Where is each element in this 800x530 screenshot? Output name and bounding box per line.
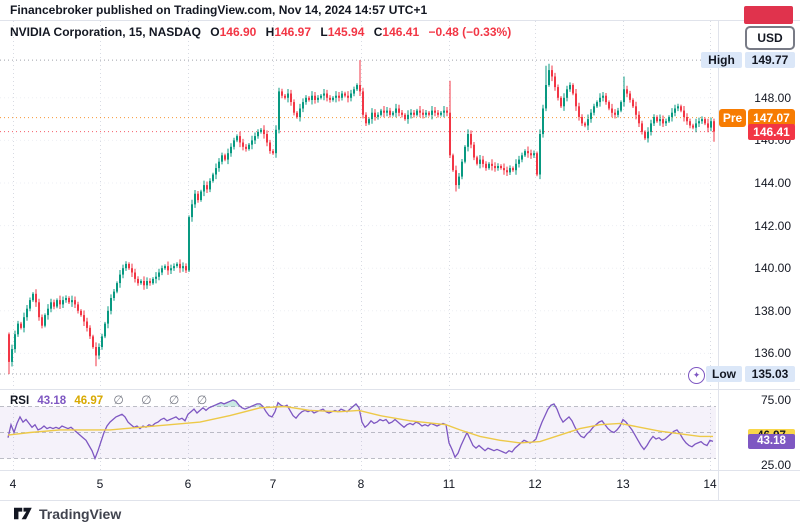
high-value: 146.97 (274, 25, 312, 39)
price-tick-label: 136.00 (754, 346, 791, 361)
session-low-label-chip: Low (706, 366, 742, 383)
open-value: 146.90 (219, 25, 257, 39)
sparkle-icon: ✦ (692, 369, 701, 380)
rsi-name: RSI (10, 395, 30, 407)
premarket-label-chip: Pre (719, 108, 746, 127)
low-marker-icon[interactable]: ✦ (688, 366, 705, 384)
session-high-label-chip: High (701, 52, 742, 69)
time-tick-label: 11 (442, 477, 456, 491)
rsi-tick-label: 75.00 (760, 393, 791, 407)
time-tick-label: 8 (357, 477, 365, 491)
price-tick-label: 142.00 (754, 218, 791, 233)
open-label: O (210, 25, 220, 39)
low-value: 145.94 (327, 25, 365, 39)
time-tick-label: 13 (616, 477, 630, 491)
tradingview-wordmark: TradingView (39, 505, 122, 522)
time-tick-label: 5 (96, 477, 104, 491)
time-tick-label: 14 (703, 477, 717, 491)
time-tick-label: 12 (528, 477, 542, 491)
symbol-title: NVIDIA Corporation, 15, NASDAQ (10, 25, 201, 39)
price-tick-label: 138.00 (754, 303, 791, 318)
rsi-value: 43.18 (37, 395, 67, 407)
session-high-value-chip: 149.77 (745, 52, 795, 69)
price-tick-label: 144.00 (754, 176, 791, 190)
top-right-red-marker (744, 6, 793, 24)
time-tick-label: 6 (184, 477, 192, 491)
close-value: 146.41 (382, 25, 420, 39)
last-price-chip: 146.41 (748, 123, 795, 140)
time-tick-label: 4 (9, 477, 17, 491)
currency-toggle-button[interactable]: USD (745, 26, 795, 50)
tradingview-brand[interactable]: TradingView (14, 505, 121, 522)
price-tick-label: 148.00 (754, 90, 791, 105)
price-tick-label: 140.00 (754, 261, 791, 276)
rsi-ma-value: 46.97 (74, 395, 104, 407)
rsi-tick-label: 25.00 (760, 458, 791, 472)
publisher-attribution: Financebroker published on TradingView.c… (10, 3, 428, 17)
rsi-empty-values: ∅ ∅ ∅ ∅ (113, 393, 215, 407)
price-axis[interactable]: 148.00 146.00 144.00 142.00 140.00 138.00 136.… (718, 0, 800, 500)
symbol-legend[interactable]: NVIDIA Corporation, 15, NASDAQ O146.90 H… (10, 25, 511, 39)
session-low-value-chip: 135.03 (745, 366, 795, 383)
low-label: L (320, 25, 328, 39)
rsi-indicator-legend[interactable]: RSI 43.18 46.97 ∅ ∅ ∅ ∅ (10, 393, 214, 407)
change-value: −0.48 (−0.33%) (428, 25, 512, 39)
close-label: C (373, 25, 383, 39)
high-label: H (265, 25, 275, 39)
rsi-value-chip: 43.18 (748, 433, 795, 449)
tradingview-logo-icon (14, 507, 32, 520)
time-tick-label: 7 (269, 477, 277, 491)
premarket-price-chip: 147.07 (748, 108, 795, 127)
